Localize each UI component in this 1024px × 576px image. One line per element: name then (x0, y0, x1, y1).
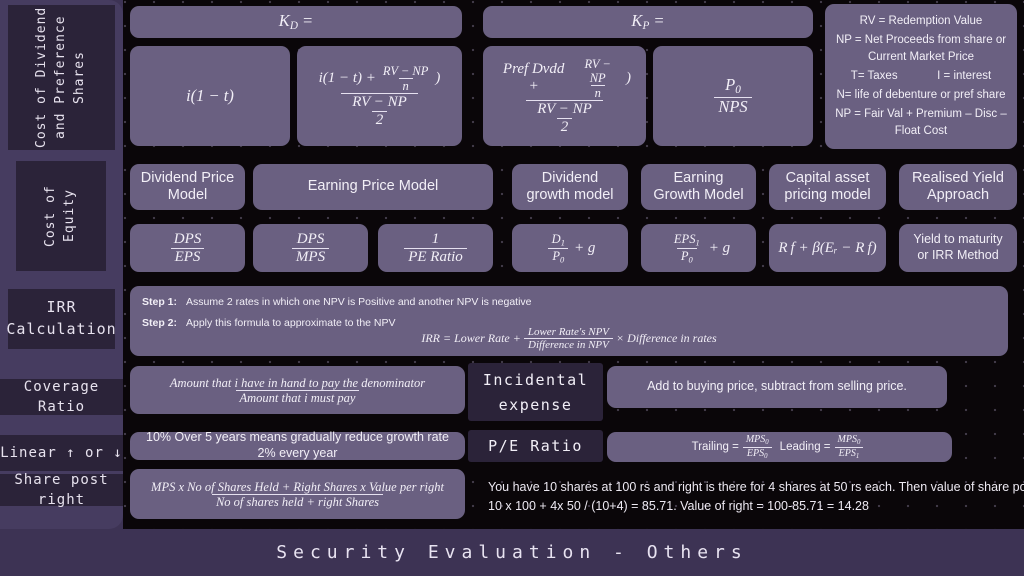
sidebar-item-cost-of-equity[interactable]: Cost of Equity (16, 161, 106, 271)
share-post-right-example: You have 10 shares at 100 rs and right i… (488, 478, 1024, 516)
formula-earning-growth: EPS1 P0 + g (641, 224, 756, 272)
sidebar-item-irr-calculation[interactable]: IRR Calculation (6, 289, 117, 349)
sidebar-item-label: Coverage Ratio (23, 378, 100, 415)
sidebar-item-coverage-ratio[interactable]: Coverage Ratio (0, 379, 123, 415)
kd-formula-long: i(1 − t) + RV − NP n ) RV − NP 2 (297, 46, 462, 146)
sidebar-item-label: Cost of Equity (43, 185, 77, 247)
formula-one-over-pe-ratio: 1 PE Ratio (378, 224, 493, 272)
model-label: Realised Yield Approach (912, 169, 1004, 203)
kd-formula-simple: i(1 − t) (130, 46, 290, 146)
formula-dividend-growth: D1 P0 + g (512, 224, 628, 272)
legend-line-np-fairval: NP = Fair Val + Premium – Disc – Float C… (835, 107, 1007, 137)
formula-i-1-minus-t: i(1 − t) (186, 86, 234, 105)
kd-header: KD = (130, 6, 462, 38)
legend-line-interest: I = interest (937, 69, 992, 82)
irr-step-2: Step 2: Apply this formula to approximat… (142, 317, 396, 330)
formula-realised-yield: Yield to maturity or IRR Method (899, 224, 1017, 272)
leading-label: Leading = (779, 441, 831, 453)
sidebar-item-cost-of-dividend-and-preference-shares[interactable]: Cost of Dividend and Preference Shares (8, 5, 115, 150)
kp-label: KP = (631, 11, 665, 33)
incidental-line2: expense (498, 395, 573, 414)
trailing-label: Trailing = (691, 441, 739, 453)
incidental-expense-note: Add to buying price, subtract from selli… (607, 366, 947, 408)
model-label: Capital asset pricing model (784, 169, 871, 203)
model-realised-yield-approach[interactable]: Realised Yield Approach (899, 164, 1017, 210)
pe-ratio-title: P/E Ratio (468, 430, 603, 462)
formula-p0-over-nps: P0 NPS (714, 75, 752, 116)
sidebar-item-label: Cost of Dividend and Preference Shares (34, 6, 87, 149)
legend-box: RV = Redemption Value NP = Net Proceeds … (825, 4, 1017, 149)
model-earning-price-model[interactable]: Earning Price Model (253, 164, 493, 210)
irr-panel: Step 1: Assume 2 rates in which one NPV … (130, 286, 1008, 356)
footer-title-bar: Security Evaluation - Others (0, 529, 1024, 576)
model-label: Dividend Price Model (140, 169, 235, 203)
irr-formula: IRR = Lower Rate + Lower Rate's NPV Diff… (421, 326, 717, 352)
formula-capm: R f + β(Eᵣ − R f) (769, 224, 886, 272)
formula-dps-over-mps: DPS MPS (253, 224, 368, 272)
model-label: Earning Price Model (307, 178, 439, 195)
model-label: Earning Growth Model (653, 169, 744, 203)
model-label: Dividend growth model (526, 169, 614, 203)
incidental-expense-title: Incidental expense (468, 363, 603, 421)
example-line-1: You have 10 shares at 100 rs and right i… (488, 480, 1024, 494)
legend-line-n: N= life of debenture or pref share (836, 88, 1006, 101)
kp-formula-pref: Pref Dvdd + RV − NP n ) RV − NP 2 (483, 46, 646, 146)
sidebar: Cost of Dividend and Preference Shares C… (0, 0, 123, 529)
leading-fraction: MPS0 EPS1 (834, 434, 865, 460)
formula-kp-pref: Pref Dvdd + RV − NP n ) RV − NP 2 (502, 56, 631, 135)
coverage-ratio-formula: Amount that i have in hand to pay the de… (130, 366, 465, 414)
sidebar-item-share-post-right[interactable]: Share post right (0, 472, 123, 508)
sidebar-item-label-line2: Calculation (6, 320, 117, 338)
share-post-right-formula: MPS x No of Shares Held + Right Shares x… (130, 469, 465, 519)
linear-growth-note: 10% Over 5 years means gradually reduce … (130, 430, 465, 460)
sidebar-item-label: Linear ↑ or ↓ (0, 444, 123, 461)
sidebar-item-label-line1: IRR (46, 298, 77, 317)
formula-dps-over-eps: DPS EPS (130, 224, 245, 272)
content-canvas: KD = KP = i(1 − t) i(1 − t) + RV − NP n … (123, 0, 1024, 529)
model-earning-growth-model[interactable]: Earning Growth Model (641, 164, 756, 210)
kd-label: KD = (278, 11, 314, 33)
legend-line-taxes: T= Taxes (850, 69, 898, 82)
model-dividend-price-model[interactable]: Dividend Price Model (130, 164, 245, 210)
legend-line-np: NP = Net Proceeds from share or Current … (835, 33, 1007, 63)
sidebar-item-linear-up-or-down[interactable]: Linear ↑ or ↓ (0, 435, 123, 471)
page-title: Security Evaluation - Others (276, 542, 748, 563)
irr-step-1: Step 1: Assume 2 rates in which one NPV … (142, 296, 532, 308)
sidebar-item-label: Share post right (14, 471, 109, 508)
irr-steps: Step 1: Assume 2 rates in which one NPV … (142, 295, 532, 337)
example-line-2: 10 x 100 + 4x 50 / (10+4) = 85.71. Value… (488, 498, 869, 513)
formula-kd-long: i(1 − t) + RV − NP n ) RV − NP 2 (318, 63, 441, 128)
incidental-line1: Incidental (482, 370, 589, 389)
kp-header: KP = (483, 6, 813, 38)
model-capital-asset-pricing-model[interactable]: Capital asset pricing model (769, 164, 886, 210)
pe-ratio-formulas: Trailing = MPS0 EPS0 Leading = MPS0 EPS1 (607, 432, 952, 462)
kp-formula-p0-nps: P0 NPS (653, 46, 813, 146)
model-dividend-growth-model[interactable]: Dividend growth model (512, 164, 628, 210)
trailing-fraction: MPS0 EPS0 (742, 434, 773, 460)
legend-line-rv: RV = Redemption Value (859, 14, 983, 27)
